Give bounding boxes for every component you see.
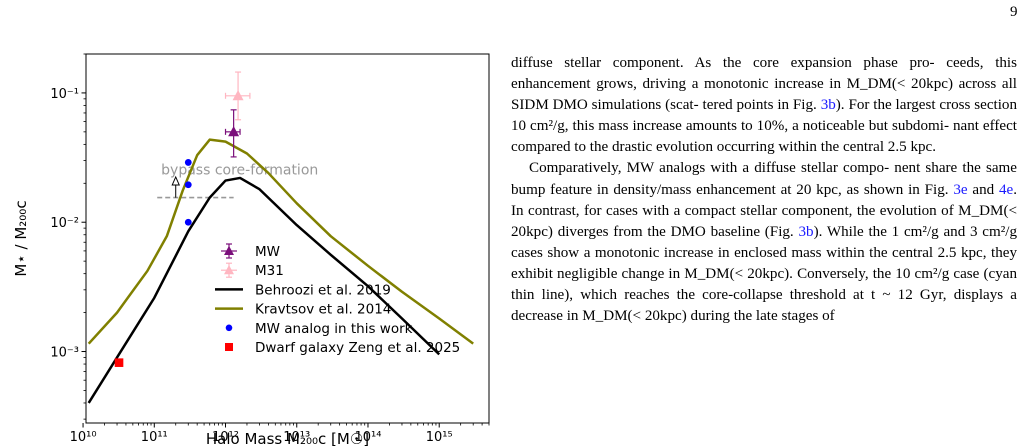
text-span: ). For the largest cross section 10 cm²/… [511,97,1018,135]
bypass-arrow-head [171,175,180,186]
text-span: at 20 kpc, as shown in Fig. [780,181,954,198]
x-tick-label: 10¹² [212,430,239,445]
legend-label-behroozi-et-al-2019: Behroozi et al. 2019 [255,282,391,298]
x-axis-label: Halo Mass M₂₀₀c [M☉] [206,430,369,447]
figure-reference-link[interactable]: 3e [953,181,968,198]
dwarf-galaxy-zeng-et-al-2025-point [114,358,124,367]
text-span: Comparatively, MW analogs with a diffuse… [529,160,890,177]
bypass-annotation-label: bypass core-formation [161,162,318,178]
text-span: and 3 cm²/g cases show a monotonic incre… [511,223,1018,261]
figure-reference-link[interactable]: 3b [820,97,836,114]
legend-label-kravtsov-et-al-2014: Kravtsov et al. 2014 [255,302,391,318]
text-span: in M_DM(< 20kpc) across all SIDM DMO sim… [511,76,1017,114]
text-paragraph: diffuse stellar component. As the core e… [511,53,1017,158]
text-span: the central 2.5 kpc. [820,139,937,156]
x-tick-label: 10¹⁰ [70,430,97,445]
text-span: . In contrast, for cases with [511,181,1018,219]
legend-swatch-m31 [224,264,234,275]
kravtsov-et-al-2014-line [87,138,474,345]
x-tick-label: 10¹¹ [141,430,168,445]
m31-point [232,90,244,101]
text-span: tered points in Fig. [702,97,821,114]
plot-frame [85,53,490,424]
legend-swatch-dwarf-galaxy-zeng-et-al-2025 [225,343,233,351]
legend-label-dwarf-galaxy-zeng-et-al-2025: Dwarf galaxy Zeng et al. 2025 [255,340,460,356]
legend-label-mw-analog-in-this-work: MW analog in this work [255,321,413,337]
x-tick-label: 10¹³ [283,430,310,445]
stellar-halo-mass-chart: 10¹⁰ 10¹¹ 10¹² 10¹³ 10¹⁴ 10¹⁵ 10⁻³ 10⁻² 10⁻¹ Halo… [12,53,490,447]
y-tick-label: 10⁻¹ [50,87,79,102]
text-paragraph: Comparatively, MW analogs with a diffuse… [511,158,1017,327]
text-span: a compact stellar component, the evoluti… [511,202,1017,240]
text-span: diffuse stellar component. As the core e… [511,55,935,71]
legend-label-mw: MW [255,244,280,260]
text-span: ). While the 1 cm²/g [813,223,939,240]
text-span: displays a decrease in M_DM(< 20kpc) dur… [511,287,1017,325]
legend-swatch-mw [224,245,234,255]
text-span: this mass increase amounts to 10%, a not… [572,118,949,135]
text-span: nant effect compared to the drastic evol… [511,118,1017,156]
y-tick-label: 10⁻² [50,216,79,231]
page-number: 9 [1010,4,1018,20]
y-tick-label: 10⁻³ [50,346,79,361]
figure-reference-link[interactable]: 3b [798,223,814,240]
mw-analog-in-this-work-point [184,218,192,226]
text-span: line), which reaches the core-collapse t… [541,287,947,304]
mw-point [228,126,240,137]
text-span: and [967,181,999,198]
mw-analog-in-this-work-point [184,159,192,166]
text-span: nent share the same bump feature in dens… [511,160,1017,198]
legend-label-m31: M31 [255,263,284,279]
x-tick-label: 10¹⁴ [354,430,381,445]
legend-swatch-mw-analog-in-this-work [225,324,233,332]
text-span: diverges from the DMO baseline (Fig. [557,223,799,240]
text-span: within the central 2.5 kpc, they exhibit… [511,244,1017,282]
text-span: ceeds, this enhancement grows, driving a… [511,55,1017,93]
y-axis-label: M⋆ / M₂₀₀c [12,200,30,276]
paper-body-text: diffuse stellar component. As the core e… [511,53,1017,327]
behroozi-et-al-2019-line [87,176,441,404]
figure-reference-link[interactable]: 4e [998,181,1014,198]
text-span: M_DM(< 20kpc). Conversely, the 10 cm²/g … [511,265,1017,304]
x-tick-label: 10¹⁵ [426,430,453,445]
mw-analog-in-this-work-point [184,181,192,189]
